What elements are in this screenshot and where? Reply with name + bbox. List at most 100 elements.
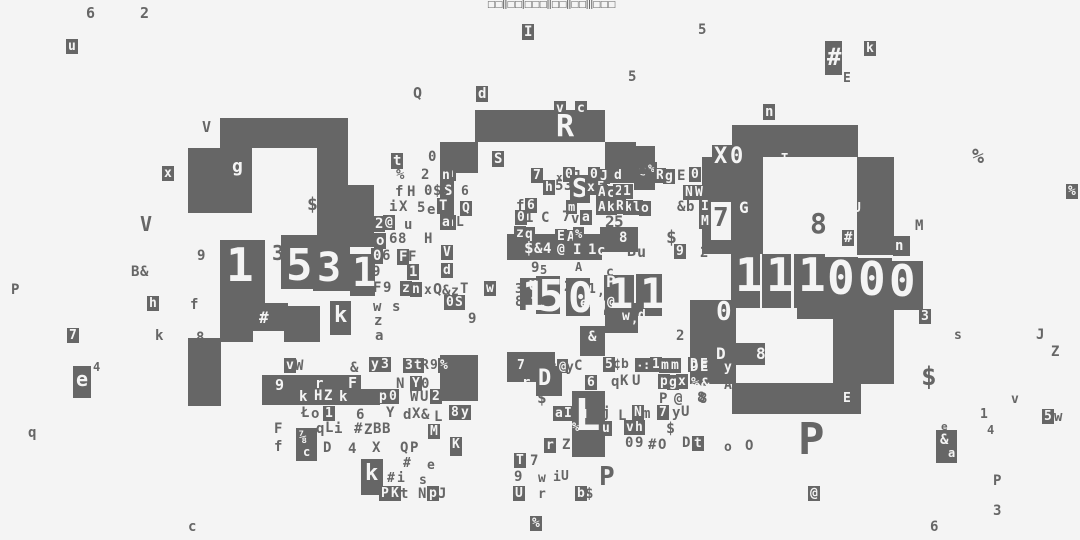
noise-glyph: V	[202, 118, 212, 136]
noise-glyph: E	[843, 391, 851, 406]
noise-glyph: B	[382, 421, 391, 437]
noise-glyph: k	[365, 461, 379, 486]
noise-glyph: &	[677, 199, 686, 215]
noise-glyph: k	[299, 389, 308, 405]
noise-glyph: a	[440, 215, 452, 230]
noise-glyph: t	[400, 486, 409, 502]
noise-glyph: k	[339, 389, 348, 405]
shape-block	[797, 300, 894, 319]
noise-glyph: -	[635, 358, 647, 372]
noise-glyph: $	[537, 388, 547, 407]
noise-glyph: 0	[730, 144, 744, 169]
noise-glyph: @	[557, 359, 569, 373]
noise-glyph: k	[155, 328, 164, 344]
noise-glyph: x	[162, 166, 174, 181]
noise-glyph: %	[438, 358, 450, 373]
noise-glyph: &	[940, 432, 949, 448]
noise-glyph: F	[348, 374, 358, 392]
noise-glyph: z	[400, 281, 412, 296]
noise-glyph: Z	[364, 422, 373, 438]
noise-glyph: i	[553, 470, 561, 485]
captcha-digit: 1	[640, 269, 665, 318]
noise-glyph: :	[641, 358, 653, 372]
noise-glyph: J	[1036, 327, 1045, 343]
noise-glyph: P	[798, 414, 825, 465]
noise-glyph: V	[140, 212, 153, 236]
noise-glyph: m	[669, 358, 681, 373]
noise-glyph: %	[646, 162, 657, 175]
noise-glyph: 5	[603, 357, 615, 372]
captcha-digit: 0	[889, 256, 915, 307]
shape-block	[893, 236, 910, 256]
noise-glyph: e	[580, 296, 588, 311]
captcha-digit: 5	[286, 240, 312, 291]
noise-glyph: U	[681, 404, 690, 420]
noise-glyph: o	[311, 406, 320, 422]
noise-glyph: #	[589, 296, 597, 311]
noise-glyph: @	[557, 242, 565, 257]
barcode-text: □□||□□|□□□||□□||□□|||□□□	[487, 0, 616, 10]
noise-glyph: F	[274, 421, 283, 437]
noise-glyph: 6	[356, 407, 365, 423]
noise-glyph: f	[516, 198, 525, 214]
noise-glyph: L	[618, 408, 627, 424]
noise-glyph: 1	[650, 357, 662, 372]
noise-glyph: 9	[372, 264, 381, 280]
noise-glyph: H	[314, 388, 323, 404]
noise-glyph: ,	[597, 284, 605, 299]
noise-glyph: O	[745, 438, 754, 454]
noise-glyph: a	[375, 328, 384, 344]
noise-glyph: 8	[756, 344, 766, 363]
noise-glyph: s	[392, 299, 401, 315]
noise-glyph: I	[573, 242, 582, 258]
noise-glyph: d	[441, 263, 453, 278]
noise-glyph: 6	[585, 375, 597, 390]
shape-block	[73, 366, 91, 398]
noise-glyph: a	[580, 210, 592, 225]
noise-glyph: n	[628, 169, 636, 184]
shape-block	[712, 145, 754, 171]
noise-glyph: 0	[371, 248, 384, 264]
noise-glyph: k	[605, 200, 617, 215]
noise-glyph: c	[575, 101, 587, 116]
noise-glyph: 5	[540, 263, 548, 277]
captcha-digit: 1	[766, 248, 794, 302]
noise-glyph: 2	[700, 245, 709, 261]
noise-glyph: &	[350, 360, 359, 376]
noise-glyph: 3	[515, 282, 523, 297]
noise-glyph: t	[391, 153, 404, 169]
shape-block	[605, 303, 638, 333]
noise-glyph: b	[575, 486, 587, 501]
noise-glyph: 1	[323, 406, 335, 421]
noise-glyph: T	[460, 281, 469, 297]
noise-glyph: K	[389, 486, 401, 501]
noise-glyph: m	[659, 358, 671, 373]
noise-glyph: U	[561, 469, 569, 484]
noise-glyph: ⅞	[299, 430, 307, 445]
noise-glyph: w	[484, 281, 496, 296]
noise-glyph: 2	[613, 184, 625, 199]
noise-glyph: X	[412, 406, 421, 422]
noise-glyph: a	[948, 446, 956, 460]
noise-glyph: #	[648, 437, 657, 453]
noise-glyph: 3	[564, 178, 573, 194]
noise-glyph: W	[295, 358, 304, 374]
noise-glyph: P	[410, 440, 419, 456]
noise-glyph: o	[724, 440, 732, 455]
captcha-digit: 5	[538, 271, 564, 322]
noise-glyph: P	[599, 462, 615, 492]
noise-glyph: 9	[468, 311, 477, 327]
noise-glyph: L	[325, 420, 334, 436]
shape-block	[735, 343, 765, 365]
noise-glyph: %	[396, 167, 405, 183]
noise-glyph: 1	[588, 242, 597, 258]
captcha-digit: 1	[226, 238, 254, 292]
noise-glyph: E	[700, 359, 709, 375]
noise-glyph: q	[611, 374, 620, 390]
noise-glyph: I	[562, 406, 574, 421]
noise-glyph: c	[303, 445, 311, 459]
noise-glyph: x	[585, 180, 597, 195]
noise-glyph: U	[853, 201, 861, 216]
noise-glyph: 0	[689, 167, 701, 182]
shape-block	[600, 227, 638, 252]
